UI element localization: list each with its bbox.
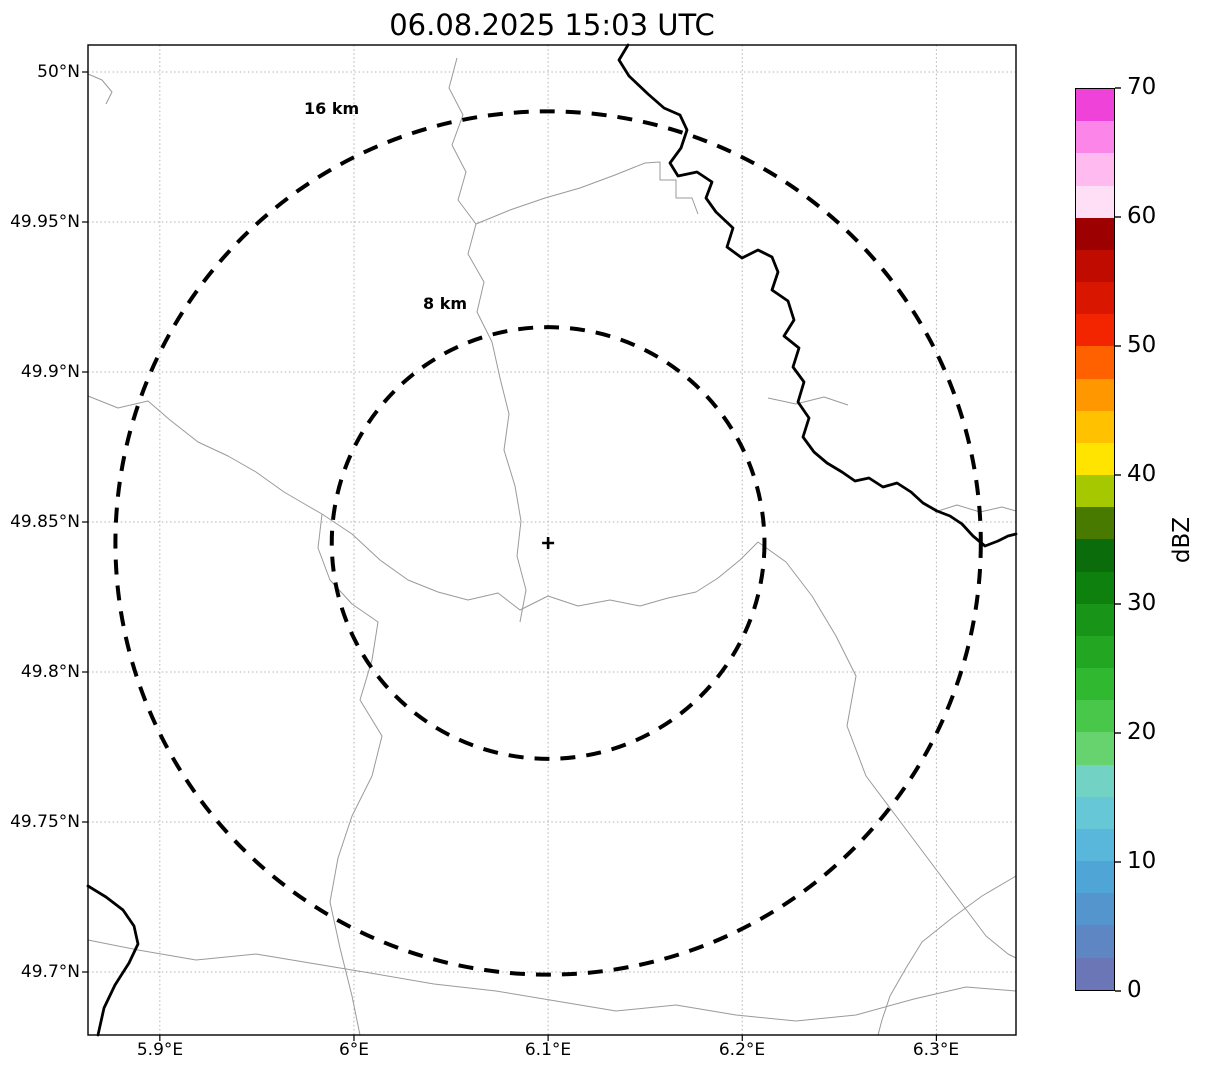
grid-lines [88,45,1016,1035]
river-lines [86,43,1018,1037]
axis-ticks [82,71,938,1041]
colorbar-band [1076,346,1114,379]
colorbar-band [1076,957,1114,990]
x-tick-label: 6.2°E [718,1040,766,1060]
colorbar-band [1076,539,1114,572]
colorbar-tick-label: 70 [1127,74,1157,100]
colorbar-band [1076,314,1114,347]
colorbar-tick-label: 40 [1127,461,1157,487]
colorbar-band [1076,249,1114,283]
colorbar-band [1076,185,1114,218]
colorbar-tick-label: 50 [1127,332,1157,358]
colorbar-band [1076,603,1114,636]
colorbar-band [1076,893,1114,926]
colorbar-axis-label: dBZ [1169,516,1195,564]
colorbar-tick-label: 10 [1127,848,1157,874]
colorbar [1075,88,1115,991]
colorbar-tick-label: 0 [1127,977,1142,1003]
y-tick-label: 49.8°N [20,662,80,682]
colorbar-band [1076,153,1114,186]
x-tick-label: 6°E [338,1040,370,1060]
radar-center-marker [542,537,555,549]
colorbar-band [1076,571,1114,604]
colorbar-band [1076,121,1114,154]
x-tick-label: 6.1°E [524,1040,572,1060]
y-tick-label: 49.7°N [20,962,80,982]
colorbar-band [1076,700,1114,733]
colorbar-tick-label: 60 [1127,203,1157,229]
colorbar-band [1076,475,1114,508]
colorbar-band [1076,217,1114,250]
colorbar-band [1076,282,1114,315]
axes-box [87,44,1017,1036]
colorbar-tick-label: 30 [1127,590,1157,616]
colorbar-band [1076,635,1114,669]
colorbar-band [1076,764,1114,797]
y-tick-label: 49.75°N [10,812,80,832]
y-tick-label: 50°N [37,62,80,82]
x-tick-label: 6.3°E [912,1040,960,1060]
colorbar-ticks [1115,87,1121,992]
colorbar-band [1076,861,1114,894]
colorbar-band [1076,507,1114,540]
colorbar-band [1076,668,1114,701]
y-tick-label: 49.85°N [10,512,80,532]
colorbar-band [1076,796,1114,829]
colorbar-band [1076,378,1114,411]
colorbar-band [1076,732,1114,765]
y-tick-label: 49.95°N [10,212,80,232]
colorbar-band [1076,410,1114,443]
x-tick-label: 5.9°E [136,1040,184,1060]
ring-label-16km: 16 km [304,99,360,118]
figure-title: 06.08.2025 15:03 UTC [389,8,715,42]
colorbar-band [1076,89,1114,122]
range-rings [113,109,983,977]
border-lines [87,57,1017,1036]
colorbar-tick-label: 20 [1127,719,1157,745]
colorbar-band [1076,828,1114,862]
ring-label-8km: 8 km [423,294,468,313]
colorbar-band [1076,442,1114,476]
colorbar-band [1076,925,1114,958]
y-tick-label: 49.9°N [20,362,80,382]
